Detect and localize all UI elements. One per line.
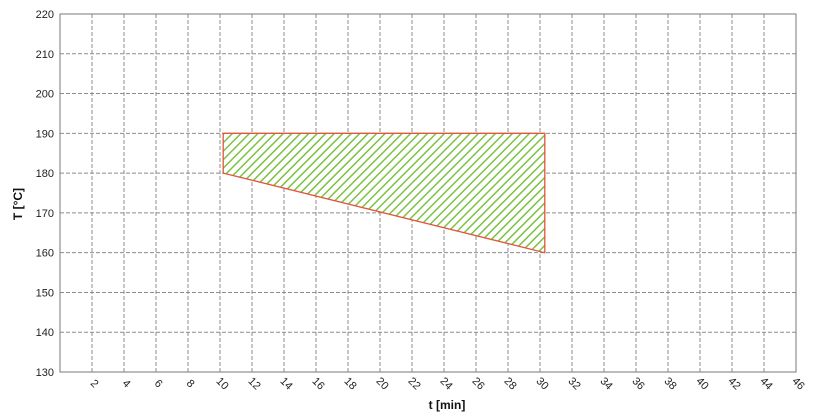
y-tick-label: 170 — [36, 208, 54, 220]
y-tick-label: 220 — [36, 9, 54, 21]
plot-area-series — [222, 132, 546, 254]
x-tick-label: 46 — [790, 375, 807, 392]
x-tick-label: 18 — [342, 375, 359, 392]
x-tick-label: 44 — [758, 375, 775, 392]
x-tick-label: 8 — [184, 377, 197, 390]
axes — [59, 13, 797, 373]
y-tick-label: 210 — [36, 49, 54, 61]
y-tick-label: 180 — [36, 168, 54, 180]
x-tick-label: 4 — [120, 377, 133, 390]
x-tick-label: 14 — [278, 375, 295, 392]
x-tick-label: 42 — [726, 375, 743, 392]
x-tick-label: 2 — [88, 377, 101, 390]
x-axis-title: t [min] — [429, 398, 466, 412]
x-tick-label: 6 — [152, 377, 165, 390]
x-tick-label: 20 — [374, 375, 391, 392]
y-tick-label: 200 — [36, 89, 54, 101]
y-tick-label: 150 — [36, 287, 54, 299]
x-tick-label: 24 — [438, 375, 455, 392]
x-tick-label: 26 — [470, 375, 487, 392]
y-tick-label: 190 — [36, 128, 54, 140]
x-tick-label: 32 — [566, 375, 583, 392]
plot-frame — [59, 13, 797, 373]
y-tick-label: 130 — [36, 367, 54, 379]
x-tick-label: 10 — [214, 375, 231, 392]
y-tick-label: 160 — [36, 248, 54, 260]
x-tick-label: 28 — [502, 375, 519, 392]
x-tick-label: 12 — [246, 375, 263, 392]
x-tick-label: 30 — [534, 375, 551, 392]
x-tick-label: 38 — [662, 375, 679, 392]
y-axis-title: T [°C] — [11, 188, 25, 220]
y-tick-label: 140 — [36, 327, 54, 339]
x-tick-label: 34 — [598, 375, 615, 392]
x-tick-label: 22 — [406, 375, 423, 392]
x-tick-label: 40 — [694, 375, 711, 392]
x-tick-label: 16 — [310, 375, 327, 392]
x-tick-label: 36 — [630, 375, 647, 392]
hatched-area-polygon — [222, 132, 546, 254]
